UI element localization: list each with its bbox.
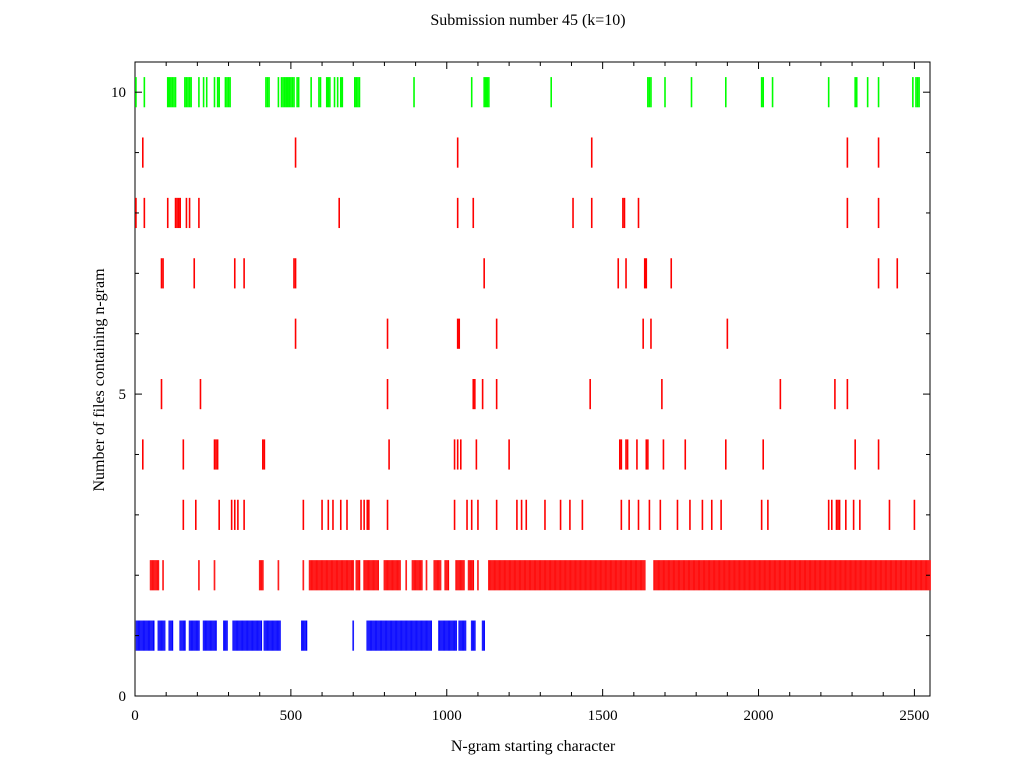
data-mark-band	[188, 620, 200, 651]
data-mark-band	[467, 560, 475, 591]
data-mark-band	[198, 560, 200, 591]
data-mark-band	[477, 560, 479, 591]
data-mark-band	[157, 620, 166, 651]
data-mark-band	[488, 560, 646, 591]
y-tick-label: 10	[111, 85, 126, 101]
series-y-8	[135, 197, 880, 229]
data-mark-band	[277, 560, 280, 591]
data-mark-band	[438, 620, 457, 651]
axes: 0 500 1000 1500 2000 2500 0 5 10	[111, 62, 930, 724]
data-mark-band	[363, 560, 379, 591]
data-mark-band	[458, 620, 467, 651]
data-mark-band	[308, 560, 355, 591]
x-tick-label: 1500	[588, 708, 618, 724]
series-y-4	[141, 439, 880, 470]
data-mark-band	[263, 620, 281, 651]
data-mark-band	[149, 560, 160, 591]
data-mark-band	[455, 560, 465, 591]
data-mark-band	[300, 620, 308, 651]
x-tick-label: 1000	[432, 708, 462, 724]
series-y-9	[141, 137, 880, 168]
data-mark-band	[425, 560, 428, 591]
y-tick-label: 0	[119, 689, 127, 705]
data-mark-band	[232, 620, 263, 651]
data-mark-band	[411, 560, 423, 591]
data-mark-band	[366, 620, 432, 651]
x-tick-label: 2000	[744, 708, 774, 724]
data-mark-band	[433, 560, 442, 591]
series-y-1	[135, 620, 485, 651]
series-y-6	[294, 318, 729, 349]
data-mark-band	[223, 620, 228, 651]
data-mark-band	[168, 620, 174, 651]
data-mark-band	[135, 620, 155, 651]
y-axis-label: Number of files containing n-gram	[91, 268, 108, 492]
data-mark-band	[202, 620, 217, 651]
data-mark-band	[405, 560, 408, 591]
data-mark-band	[355, 560, 361, 591]
data-mark-band	[213, 560, 216, 591]
data-mark-band	[352, 620, 355, 651]
data-mark-band	[653, 560, 931, 591]
x-tick-label: 500	[280, 708, 303, 724]
data-mark-band	[258, 560, 264, 591]
chart-title: Submission number 45 (k=10)	[430, 12, 625, 29]
data-marks	[135, 77, 931, 651]
series-y-10	[135, 77, 920, 108]
y-tick-label: 5	[119, 387, 127, 403]
series-y-3	[182, 499, 916, 530]
plot-frame	[134, 61, 931, 697]
data-mark-band	[162, 560, 164, 591]
data-mark-band	[470, 620, 476, 651]
data-mark-band	[302, 560, 305, 591]
x-tick-label: 2500	[899, 708, 929, 724]
series-y-5	[160, 379, 849, 410]
data-mark-band	[444, 560, 450, 591]
data-mark-band	[383, 560, 401, 591]
series-y-7	[160, 258, 899, 289]
data-mark-band	[481, 620, 485, 651]
x-axis-label: N-gram starting character	[451, 738, 616, 755]
x-tick-label: 0	[131, 708, 139, 724]
series-y-2	[149, 560, 931, 591]
data-mark-band	[179, 620, 186, 651]
